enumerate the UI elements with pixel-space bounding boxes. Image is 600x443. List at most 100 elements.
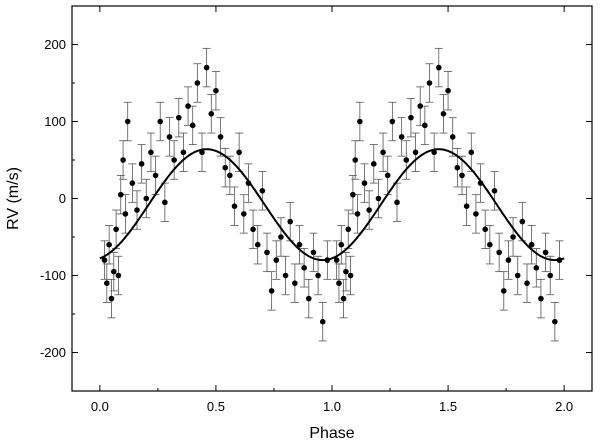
data-point: [519, 218, 526, 225]
data-point: [273, 257, 280, 263]
data-point: [538, 295, 544, 302]
data-point: [487, 241, 493, 248]
data-point: [389, 118, 396, 125]
data-point: [449, 134, 456, 140]
data-point: [310, 249, 317, 256]
data-point: [282, 272, 289, 279]
data-point: [185, 103, 191, 109]
data-point: [403, 157, 410, 163]
data-point: [104, 280, 110, 287]
y-axis-ticks: -200 -100 0 100 200: [40, 5, 592, 392]
data-point: [343, 268, 349, 275]
data-points: [101, 64, 563, 325]
data-point: [398, 134, 405, 140]
data-point: [347, 272, 354, 279]
data-point: [408, 114, 414, 121]
data-point: [375, 195, 382, 202]
data-point: [412, 149, 419, 156]
data-point: [315, 272, 321, 279]
data-point: [394, 199, 400, 206]
data-point: [236, 149, 242, 156]
y-tick-label: 0: [59, 191, 66, 206]
data-point: [110, 268, 117, 275]
x-axis-ticks: 0.0 0.5 1.0 1.5 2.0: [91, 6, 573, 414]
data-point: [524, 280, 530, 287]
data-point: [547, 272, 554, 279]
data-point: [491, 188, 498, 194]
x-axis-title: Phase: [309, 425, 354, 442]
data-point: [171, 157, 177, 163]
data-point: [352, 157, 359, 163]
data-point: [500, 288, 507, 294]
data-point: [194, 80, 201, 86]
data-point: [148, 149, 154, 156]
data-point: [463, 203, 470, 209]
x-tick-label: 1.5: [439, 399, 457, 414]
data-point: [264, 249, 270, 256]
data-point: [336, 280, 342, 287]
data-point: [120, 157, 126, 163]
data-point: [533, 265, 540, 271]
x-tick-label: 0.5: [207, 399, 225, 414]
y-tick-label: -100: [40, 268, 66, 283]
data-point: [129, 180, 136, 186]
data-point: [350, 191, 356, 198]
data-point: [333, 257, 340, 263]
data-point: [175, 114, 182, 121]
data-point: [305, 295, 312, 302]
data-point: [217, 134, 224, 140]
data-point: [552, 318, 558, 325]
data-point: [115, 272, 122, 279]
data-point: [357, 118, 363, 125]
data-point: [505, 257, 512, 263]
data-point: [122, 211, 129, 217]
error-bars: [100, 47, 564, 342]
data-point: [106, 241, 112, 248]
data-point: [189, 122, 196, 129]
data-point: [162, 199, 168, 206]
data-point: [268, 288, 275, 294]
data-point: [113, 226, 119, 233]
data-point: [117, 191, 124, 198]
data-point: [213, 87, 219, 94]
data-point: [157, 118, 164, 125]
data-point: [259, 188, 266, 194]
y-tick-label: -200: [40, 345, 66, 360]
data-point: [166, 134, 173, 140]
data-point: [361, 180, 368, 186]
data-point: [422, 122, 428, 129]
data-point: [454, 164, 461, 171]
data-point: [124, 118, 131, 125]
data-point: [203, 64, 210, 71]
data-point: [473, 211, 479, 217]
data-point: [528, 241, 535, 248]
data-point: [542, 249, 549, 256]
x-tick-label: 1.0: [323, 399, 341, 414]
data-point: [143, 195, 150, 202]
y-tick-label: 100: [44, 114, 66, 129]
data-point: [254, 241, 261, 248]
data-point: [227, 172, 233, 179]
data-point: [354, 211, 361, 217]
model-curve: [99, 148, 565, 262]
data-point: [496, 249, 502, 256]
y-axis-title: RV (m/s): [5, 167, 22, 230]
data-point: [366, 207, 372, 213]
plot-frame: [71, 5, 593, 392]
data-point: [287, 218, 294, 225]
data-point: [440, 111, 447, 117]
data-point: [338, 241, 345, 248]
data-point: [108, 295, 115, 302]
data-point: [138, 161, 145, 167]
x-tick-label: 2.0: [555, 399, 573, 414]
data-point: [101, 257, 108, 263]
data-point: [380, 149, 386, 156]
data-point: [468, 149, 475, 156]
data-point: [459, 172, 465, 179]
x-tick-label: 0.0: [91, 399, 109, 414]
data-point: [319, 318, 326, 325]
data-point: [514, 272, 521, 279]
data-point: [292, 280, 298, 287]
data-point: [231, 203, 238, 209]
